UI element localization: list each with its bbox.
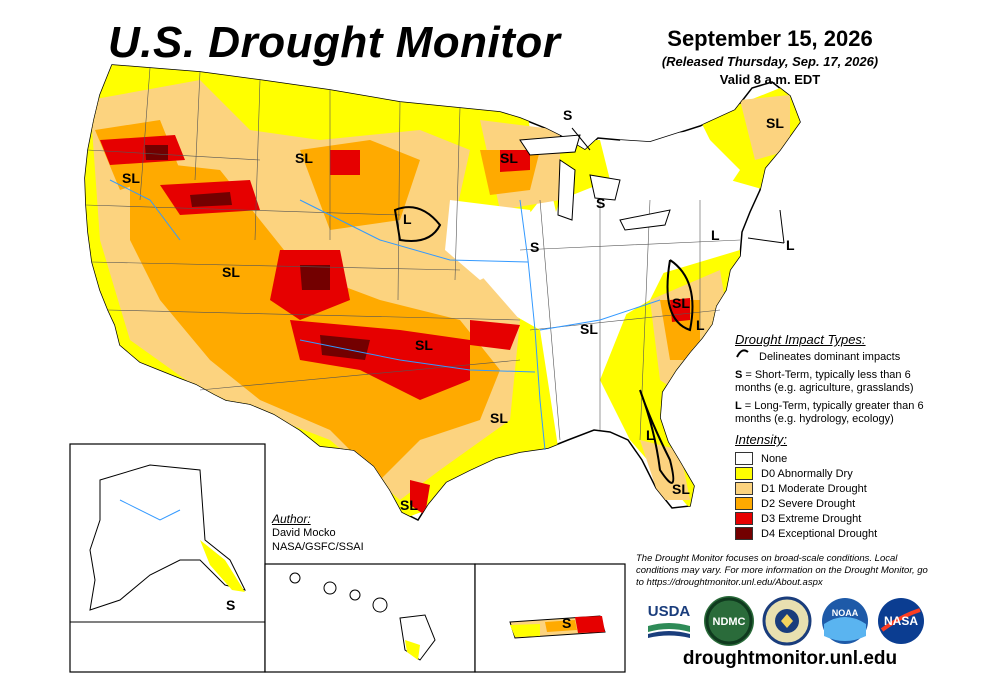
valid-time: Valid 8 a.m. EDT [719, 72, 821, 87]
map-label-sl: SL [580, 321, 598, 337]
author-org: NASA/GSFC/SSAI [272, 541, 364, 553]
intensity-item: D3 Extreme Drought [735, 511, 935, 526]
ndmc-logo: NDMC [704, 596, 754, 646]
map-label-sl: SL [415, 337, 433, 353]
website-url[interactable]: droughtmonitor.unl.edu [682, 648, 898, 669]
map-label-l: L [696, 317, 705, 333]
release-date: (Released Thursday, Sep. 17, 2026) [661, 54, 879, 69]
legend: Drought Impact Types: Delineates dominan… [735, 332, 935, 541]
map-label-s: S [596, 195, 605, 211]
svg-text:NOAA: NOAA [832, 608, 859, 618]
intensity-label: D0 Abnormally Dry [761, 467, 853, 480]
intensity-item: D2 Severe Drought [735, 496, 935, 511]
author-label: Author: [272, 512, 311, 526]
map-date: September 15, 2026 [667, 26, 873, 51]
intensity-item: None [735, 451, 935, 466]
map-label-sl: SL [400, 497, 418, 513]
map-label-sl: SL [672, 481, 690, 497]
map-label-l: L [786, 237, 795, 253]
commerce-seal-icon [762, 596, 812, 646]
intensity-swatch [735, 482, 753, 495]
intensity-label: D4 Exceptional Drought [761, 527, 878, 540]
map-label-l: L [403, 211, 412, 227]
map-label-s: S [226, 597, 235, 613]
author-block: Author: David Mocko NASA/GSFC/SSAI [272, 512, 364, 554]
intensity-swatch [735, 527, 753, 540]
intensity-list: None D0 Abnormally Dry D1 Moderate Drought… [735, 451, 935, 541]
impact-short-term: S = Short-Term, typically less than 6 mon… [735, 369, 914, 394]
map-label-sl: SL [295, 150, 313, 166]
map-label-sl: SL [490, 410, 508, 426]
disclaimer-note: The Drought Monitor focuses on broad-sca… [636, 553, 928, 588]
svg-text:NDMC: NDMC [713, 616, 746, 628]
usda-logo: USDA [644, 596, 694, 646]
intensity-item: D4 Exceptional Drought [735, 526, 935, 541]
intensity-item: D1 Moderate Drought [735, 481, 935, 496]
intensity-item: D0 Abnormally Dry [735, 466, 935, 481]
impact-line-icon [736, 349, 749, 358]
intensity-label: D3 Extreme Drought [761, 512, 862, 525]
impact-long-term: L = Long-Term, typically greater than 6 m… [735, 400, 924, 425]
map-label-l: L [711, 227, 720, 243]
map-label-s: S [530, 239, 539, 255]
svg-text:USDA: USDA [648, 603, 691, 620]
intensity-swatch [735, 452, 753, 465]
map-label-sl: SL [766, 115, 784, 131]
map-label-sl: SL [222, 264, 240, 280]
nasa-logo: NASA [876, 596, 926, 646]
page-title: U.S. Drought Monitor [108, 18, 561, 67]
impact-types-heading: Drought Impact Types: [735, 332, 866, 347]
map-label-sl: SL [500, 150, 518, 166]
map-label-s: S [563, 107, 572, 123]
intensity-label: D1 Moderate Drought [761, 482, 867, 495]
intensity-label: D2 Severe Drought [761, 497, 856, 510]
svg-text:NASA: NASA [884, 614, 918, 628]
map-label-l: L [646, 427, 655, 443]
map-label-s: S [562, 615, 571, 631]
intensity-swatch [735, 512, 753, 525]
map-label-sl: SL [672, 295, 690, 311]
map-label-sl: SL [122, 170, 140, 186]
author-name: David Mocko [272, 527, 336, 539]
intensity-swatch [735, 497, 753, 510]
noaa-logo: NOAA [820, 596, 870, 646]
intensity-swatch [735, 467, 753, 480]
intensity-label: None [761, 452, 788, 465]
intensity-heading: Intensity: [735, 432, 788, 447]
impact-delineates: Delineates dominant impacts [759, 351, 901, 363]
